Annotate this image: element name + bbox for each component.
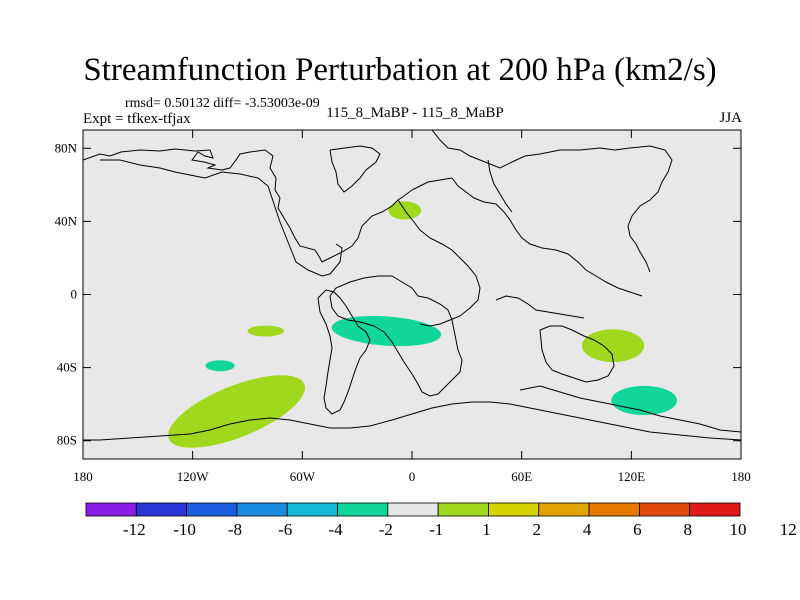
shaded-region-indian-ocean-positive xyxy=(581,329,645,363)
colorbar: -12 -10 -8 -6 -4 -2 -1 1 2 4 6 8 10 12 xyxy=(85,502,797,539)
lon-tick-label: 0 xyxy=(409,469,416,484)
lon-tick-label: 60E xyxy=(511,469,532,484)
colorbar-label: -1 xyxy=(429,520,443,539)
season-label: JJA xyxy=(719,110,742,126)
colorbar-swatch xyxy=(588,502,640,517)
colorbar-label: -2 xyxy=(379,520,393,539)
lat-tick-label: 80N xyxy=(55,140,78,155)
colorbar-swatch xyxy=(538,502,590,517)
colorbar-label: -10 xyxy=(173,520,196,539)
colorbar-label: 8 xyxy=(683,520,692,539)
lon-tick-label: 60W xyxy=(290,469,316,484)
shaded-regions xyxy=(168,201,678,448)
colorbar-swatch xyxy=(337,502,389,517)
colorbar-swatch xyxy=(638,502,691,517)
coastlines xyxy=(83,130,741,441)
stats-label: rmsd= 0.50132 diff= -3.53003e-09 xyxy=(125,96,320,111)
colorbar-label: 6 xyxy=(633,520,642,539)
shaded-region-south-atlantic-negative xyxy=(331,315,442,347)
axis-ticks: 180 120W 60W 0 60E 120E 180 80N 40N 0 40S 80S xyxy=(55,130,751,484)
colorbar-label: -6 xyxy=(278,520,292,539)
page-title: Streamfunction Perturbation at 200 hPa (… xyxy=(83,52,717,88)
case-label: 115_8_MaBP - 115_8_MaBP xyxy=(326,105,504,121)
colorbar-label: -4 xyxy=(328,520,343,539)
shaded-region-southern-pacific-positive-large xyxy=(168,375,305,448)
colorbar-label: -12 xyxy=(123,520,146,539)
experiment-label: Expt = tfkex-tfjax xyxy=(83,111,191,127)
lon-tick-label: 120E xyxy=(618,469,646,484)
lon-tick-label: 120W xyxy=(177,469,210,484)
shaded-region-south-pacific-negative-small xyxy=(205,360,235,372)
lat-tick-label: 40N xyxy=(55,213,78,228)
colorbar-swatch xyxy=(135,502,188,517)
colorbar-label: 2 xyxy=(533,520,542,539)
colorbar-swatch xyxy=(186,502,238,517)
colorbar-label: 1 xyxy=(482,520,491,539)
lat-tick-label: 40S xyxy=(57,360,77,375)
colorbar-swatch xyxy=(437,502,489,517)
lon-tick-label: 180 xyxy=(73,469,93,484)
colorbar-label: -8 xyxy=(228,520,242,539)
colorbar-swatch xyxy=(286,502,338,517)
colorbar-swatch xyxy=(85,502,137,517)
colorbar-label: 12 xyxy=(780,520,797,539)
colorbar-label: 4 xyxy=(583,520,592,539)
colorbar-swatch xyxy=(236,502,288,517)
colorbar-swatch xyxy=(387,502,439,517)
shaded-region-south-pacific-positive-small xyxy=(247,325,285,337)
colorbar-swatch xyxy=(488,502,540,517)
lon-tick-label: 180 xyxy=(731,469,751,484)
colorbar-label: 10 xyxy=(730,520,747,539)
lat-tick-label: 80S xyxy=(57,433,77,448)
colorbar-swatch xyxy=(689,502,741,517)
lat-tick-label: 0 xyxy=(71,287,78,302)
